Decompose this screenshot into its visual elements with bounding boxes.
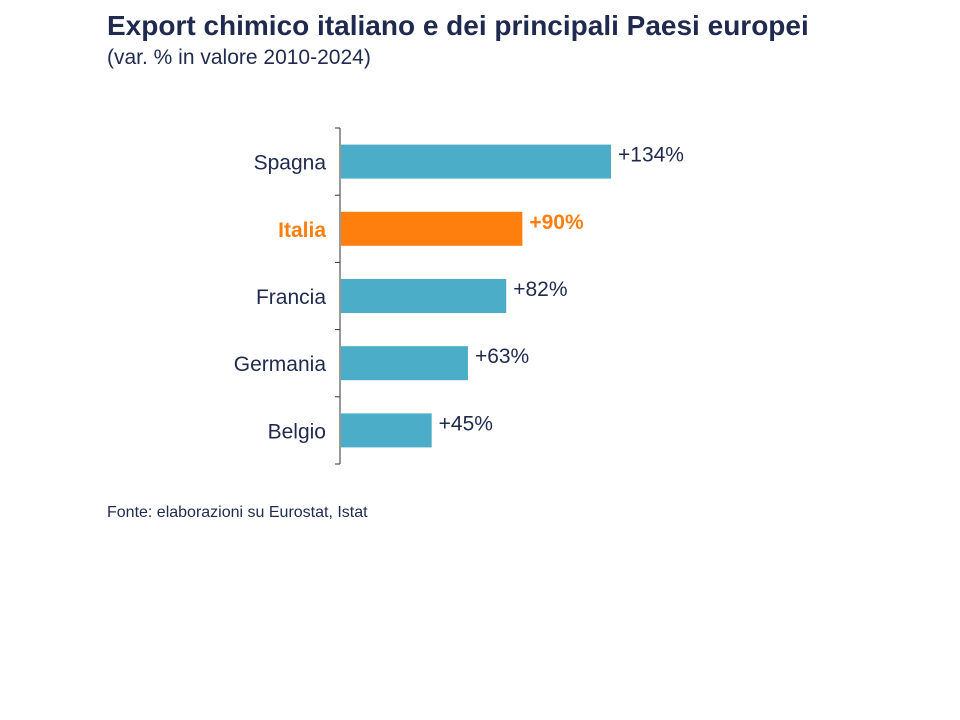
category-label-francia: Francia: [256, 286, 326, 309]
bar-francia: [341, 279, 507, 313]
chart-title: Export chimico italiano e dei principali…: [107, 10, 809, 41]
chart-subtitle: (var. % in valore 2010-2024): [107, 46, 371, 69]
category-label-spagna: Spagna: [254, 152, 327, 175]
value-label-spagna: +134%: [618, 144, 684, 167]
value-label-germania: +63%: [475, 345, 529, 368]
bar-germania: [341, 346, 468, 381]
bar-italia: [341, 211, 523, 246]
category-label-germania: Germania: [234, 353, 327, 376]
source-note: Fonte: elaborazioni su Eurostat, Istat: [107, 504, 368, 521]
value-label-francia: +82%: [513, 278, 567, 301]
bar-spagna: [341, 144, 611, 179]
category-label-belgio: Belgio: [268, 420, 326, 443]
value-label-belgio: +45%: [439, 412, 493, 435]
value-label-italia: +90%: [529, 211, 584, 234]
category-label-italia: Italia: [278, 219, 326, 242]
bar-belgio: [341, 413, 432, 448]
